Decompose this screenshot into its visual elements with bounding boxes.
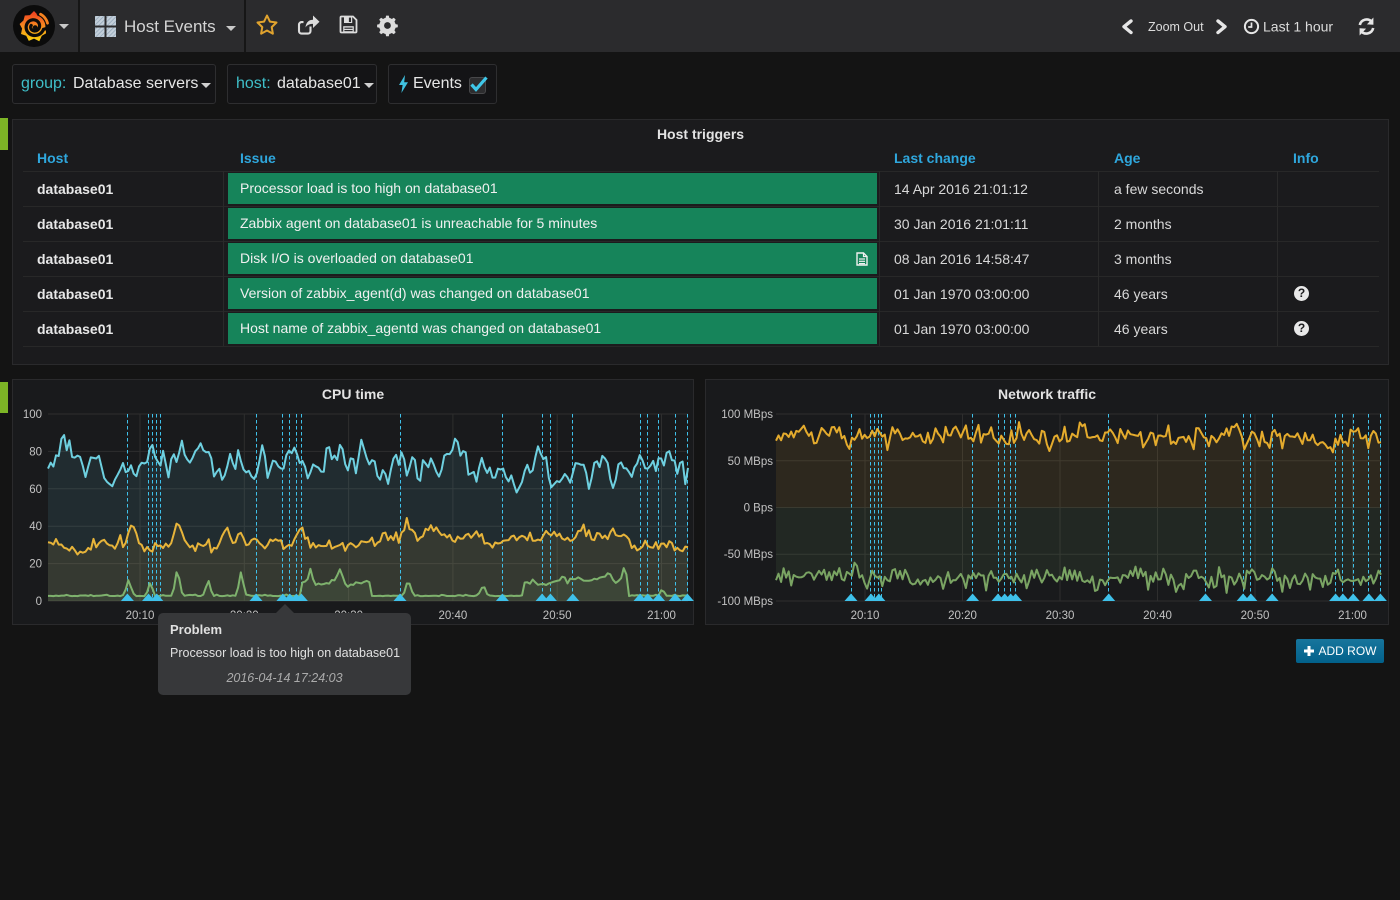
svg-text:50 MBps: 50 MBps	[728, 456, 774, 468]
svg-text:20:40: 20:40	[1143, 610, 1172, 622]
svg-text:20:50: 20:50	[1241, 610, 1270, 622]
svg-text:0: 0	[36, 596, 42, 608]
svg-text:40: 40	[29, 521, 42, 533]
svg-text:80: 80	[29, 446, 42, 458]
svg-text:100 MBps: 100 MBps	[721, 409, 773, 421]
svg-text:-50 MBps: -50 MBps	[724, 549, 773, 561]
svg-text:60: 60	[29, 484, 42, 496]
svg-text:100: 100	[23, 409, 42, 421]
svg-text:21:00: 21:00	[1338, 610, 1367, 622]
svg-text:20:10: 20:10	[851, 610, 880, 622]
svg-text:20: 20	[29, 559, 42, 571]
svg-text:20:10: 20:10	[126, 610, 155, 622]
svg-text:0 Bps: 0 Bps	[744, 503, 774, 515]
svg-text:20:20: 20:20	[948, 610, 977, 622]
svg-text:Last 1 hour: Last 1 hour	[1263, 19, 1333, 35]
svg-text:Zoom Out: Zoom Out	[1148, 20, 1204, 34]
svg-text:21:00: 21:00	[647, 610, 676, 622]
svg-text:20:30: 20:30	[1046, 610, 1075, 622]
svg-text:-100 MBps: -100 MBps	[717, 596, 773, 608]
svg-text:20:40: 20:40	[439, 610, 468, 622]
svg-text:20:50: 20:50	[543, 610, 572, 622]
